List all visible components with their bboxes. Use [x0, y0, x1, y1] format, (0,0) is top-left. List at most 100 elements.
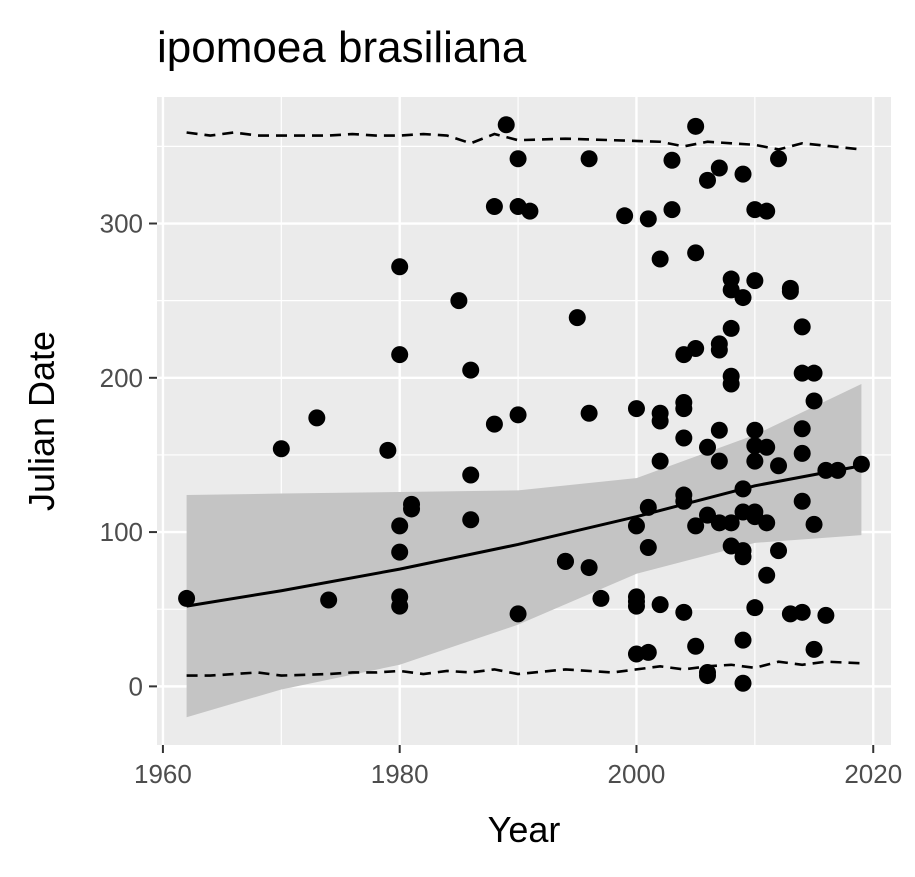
data-point [699, 667, 716, 685]
data-point [450, 292, 468, 310]
data-point [651, 596, 669, 614]
data-point [758, 202, 776, 220]
data-point [462, 511, 480, 529]
data-point [746, 452, 764, 470]
data-point [793, 492, 811, 510]
data-point [651, 412, 669, 430]
data-point [710, 341, 728, 359]
data-point [699, 171, 716, 189]
data-point [320, 591, 338, 609]
data-point [556, 552, 574, 570]
data-point [485, 198, 503, 216]
data-point [391, 597, 409, 615]
data-point [793, 364, 811, 382]
y-tick-label: 0 [129, 671, 143, 701]
data-point [793, 444, 811, 462]
data-point [391, 543, 409, 561]
confidence-ribbon [186, 383, 862, 718]
data-point [710, 159, 728, 177]
data-point [687, 517, 705, 535]
data-point [485, 415, 503, 433]
data-point [627, 517, 645, 535]
data-point [770, 457, 788, 475]
y-axis-ticks: 0 100 200 300 [100, 209, 157, 701]
data-point [793, 318, 811, 336]
y-tick-label: 200 [100, 363, 143, 393]
data-point [675, 400, 693, 418]
data-point [580, 404, 598, 422]
data-point [758, 438, 776, 456]
data-point [734, 165, 752, 183]
data-point [722, 319, 740, 337]
x-tick-label: 2020 [844, 759, 902, 789]
data-point [403, 500, 421, 518]
data-point [746, 272, 764, 290]
data-point [710, 514, 728, 532]
data-point [817, 606, 835, 624]
data-point [568, 309, 586, 327]
data-point [639, 210, 657, 228]
data-points [178, 116, 870, 692]
data-point [627, 597, 645, 615]
data-point [580, 559, 598, 577]
data-point [391, 346, 409, 364]
data-point [663, 201, 681, 219]
data-point [497, 116, 515, 134]
data-point [793, 603, 811, 621]
chart-title: ipomoea brasiliana [157, 23, 527, 72]
data-point [746, 421, 764, 439]
data-point [722, 375, 740, 393]
data-point [391, 258, 409, 276]
data-point [722, 514, 740, 532]
data-point [758, 566, 776, 584]
data-point [687, 339, 705, 357]
data-point [699, 438, 716, 456]
data-point [178, 589, 196, 607]
data-point [734, 674, 752, 692]
data-point [675, 429, 693, 447]
data-point [781, 282, 799, 300]
data-point [627, 400, 645, 418]
data-point [379, 441, 397, 459]
data-point [580, 150, 598, 168]
data-point [462, 466, 480, 484]
data-point [308, 409, 326, 427]
data-point [651, 452, 669, 470]
data-point [734, 631, 752, 649]
data-point [805, 640, 823, 658]
y-axis-title: Julian Date [21, 331, 62, 511]
data-point [391, 517, 409, 535]
data-point [687, 117, 705, 135]
data-point [710, 452, 728, 470]
data-point [639, 643, 657, 661]
data-point [592, 589, 610, 607]
x-axis-title: Year [488, 809, 561, 850]
upper-dashed-line [186, 131, 862, 151]
x-tick-label: 1980 [371, 759, 429, 789]
data-point [272, 440, 290, 458]
data-point [675, 603, 693, 621]
data-point [687, 244, 705, 262]
data-point [734, 548, 752, 566]
y-tick-label: 300 [100, 209, 143, 239]
data-point [509, 150, 527, 168]
data-point [663, 151, 681, 169]
data-point [805, 515, 823, 533]
data-point [509, 605, 527, 623]
x-tick-label: 2000 [608, 759, 666, 789]
data-point [687, 637, 705, 655]
x-tick-label: 1960 [134, 759, 192, 789]
data-point [852, 455, 870, 473]
data-point [521, 202, 539, 220]
data-point [639, 539, 657, 557]
x-axis-ticks: 1960 1980 2000 2020 [134, 745, 902, 789]
data-point [770, 542, 788, 560]
data-point [651, 250, 669, 268]
data-point [805, 364, 823, 382]
data-point [793, 420, 811, 438]
grid-major [157, 97, 891, 745]
data-point [770, 150, 788, 168]
data-point [710, 421, 728, 439]
data-point [462, 361, 480, 379]
